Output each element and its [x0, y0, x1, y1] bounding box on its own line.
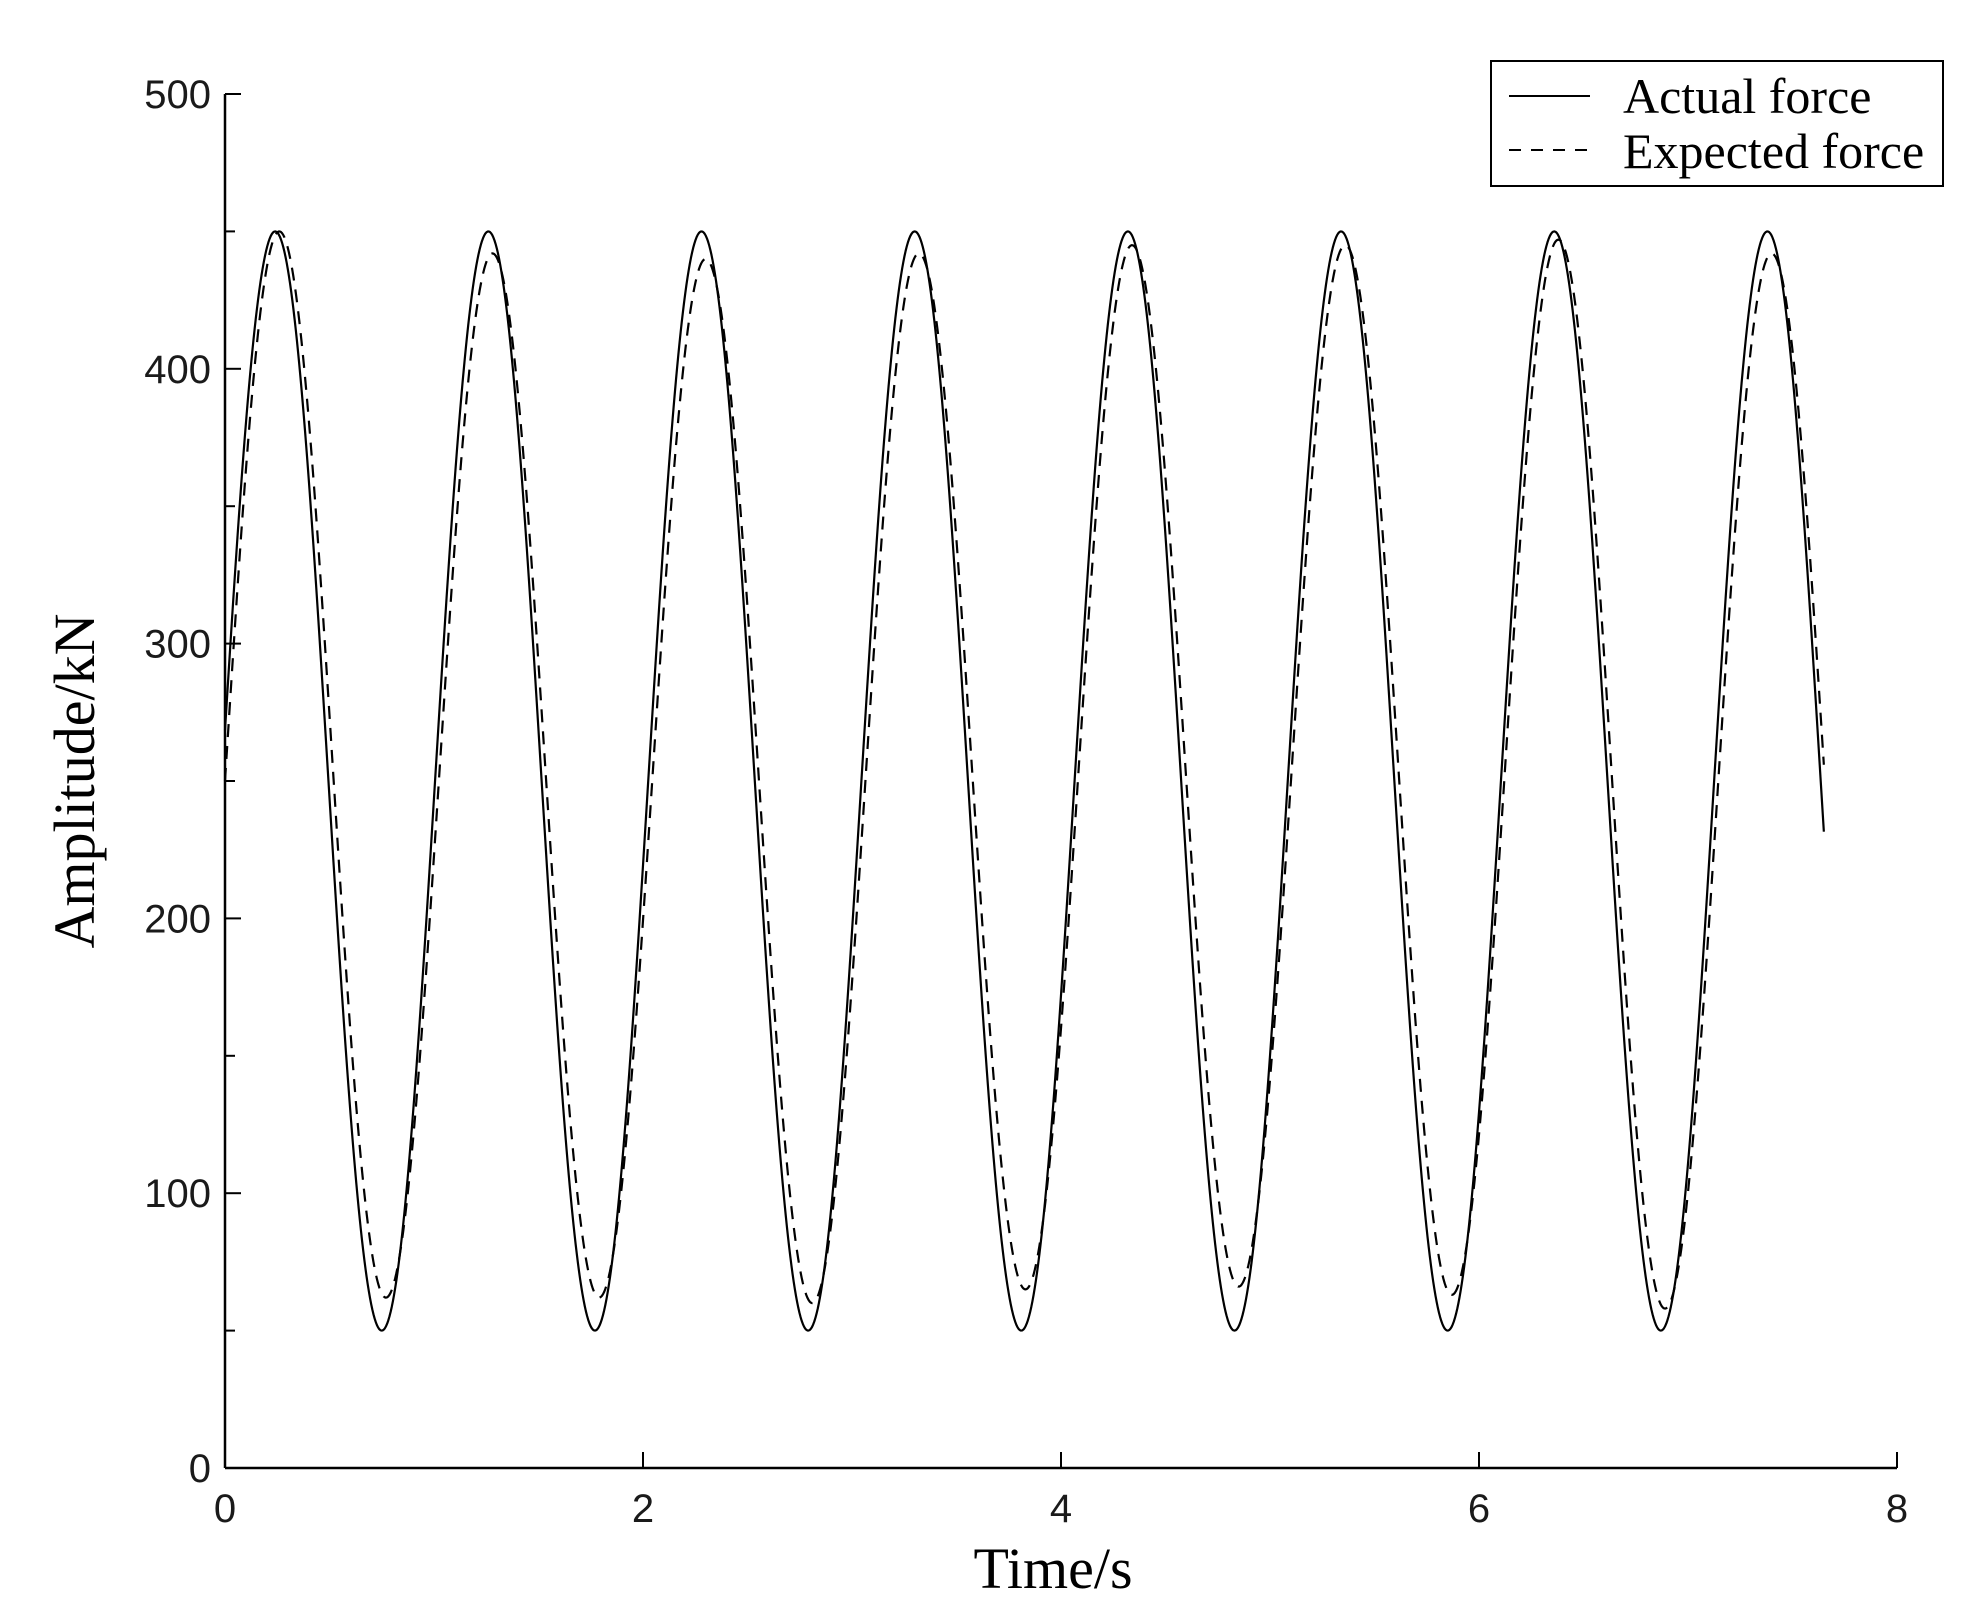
y-tick-label: 500: [144, 73, 211, 117]
x-tick-label: 0: [214, 1487, 236, 1531]
y-tick-label: 400: [144, 348, 211, 392]
y-tick-label: 200: [144, 897, 211, 941]
x-tick-label: 2: [632, 1487, 654, 1531]
legend-box: [1490, 60, 1944, 187]
legend-label-actual-force: Actual force: [1623, 68, 1871, 124]
x-tick-label: 4: [1050, 1487, 1072, 1531]
legend: Actual force Expected force: [1490, 60, 1944, 187]
x-tick-label: 8: [1886, 1487, 1908, 1531]
axes: [223, 94, 1897, 1470]
series-line-actual-force: [223, 230, 1825, 1332]
plot-lines: [223, 230, 1825, 1332]
x-axis-title: Time/s: [973, 1536, 1132, 1601]
ticks: [224, 93, 1898, 1469]
series-line-expected-force: [223, 230, 1825, 1310]
x-tick-label: 6: [1468, 1487, 1490, 1531]
y-tick-label: 300: [144, 623, 211, 667]
y-tick-label: 100: [144, 1172, 211, 1216]
tick-labels: 0 100 200 300 400 500 0 2 4 6 8: [144, 73, 1908, 1531]
y-axis-title: Amplitude/kN: [42, 613, 107, 948]
legend-label-expected-force: Expected force: [1623, 123, 1924, 179]
y-tick-label: 0: [189, 1447, 211, 1491]
